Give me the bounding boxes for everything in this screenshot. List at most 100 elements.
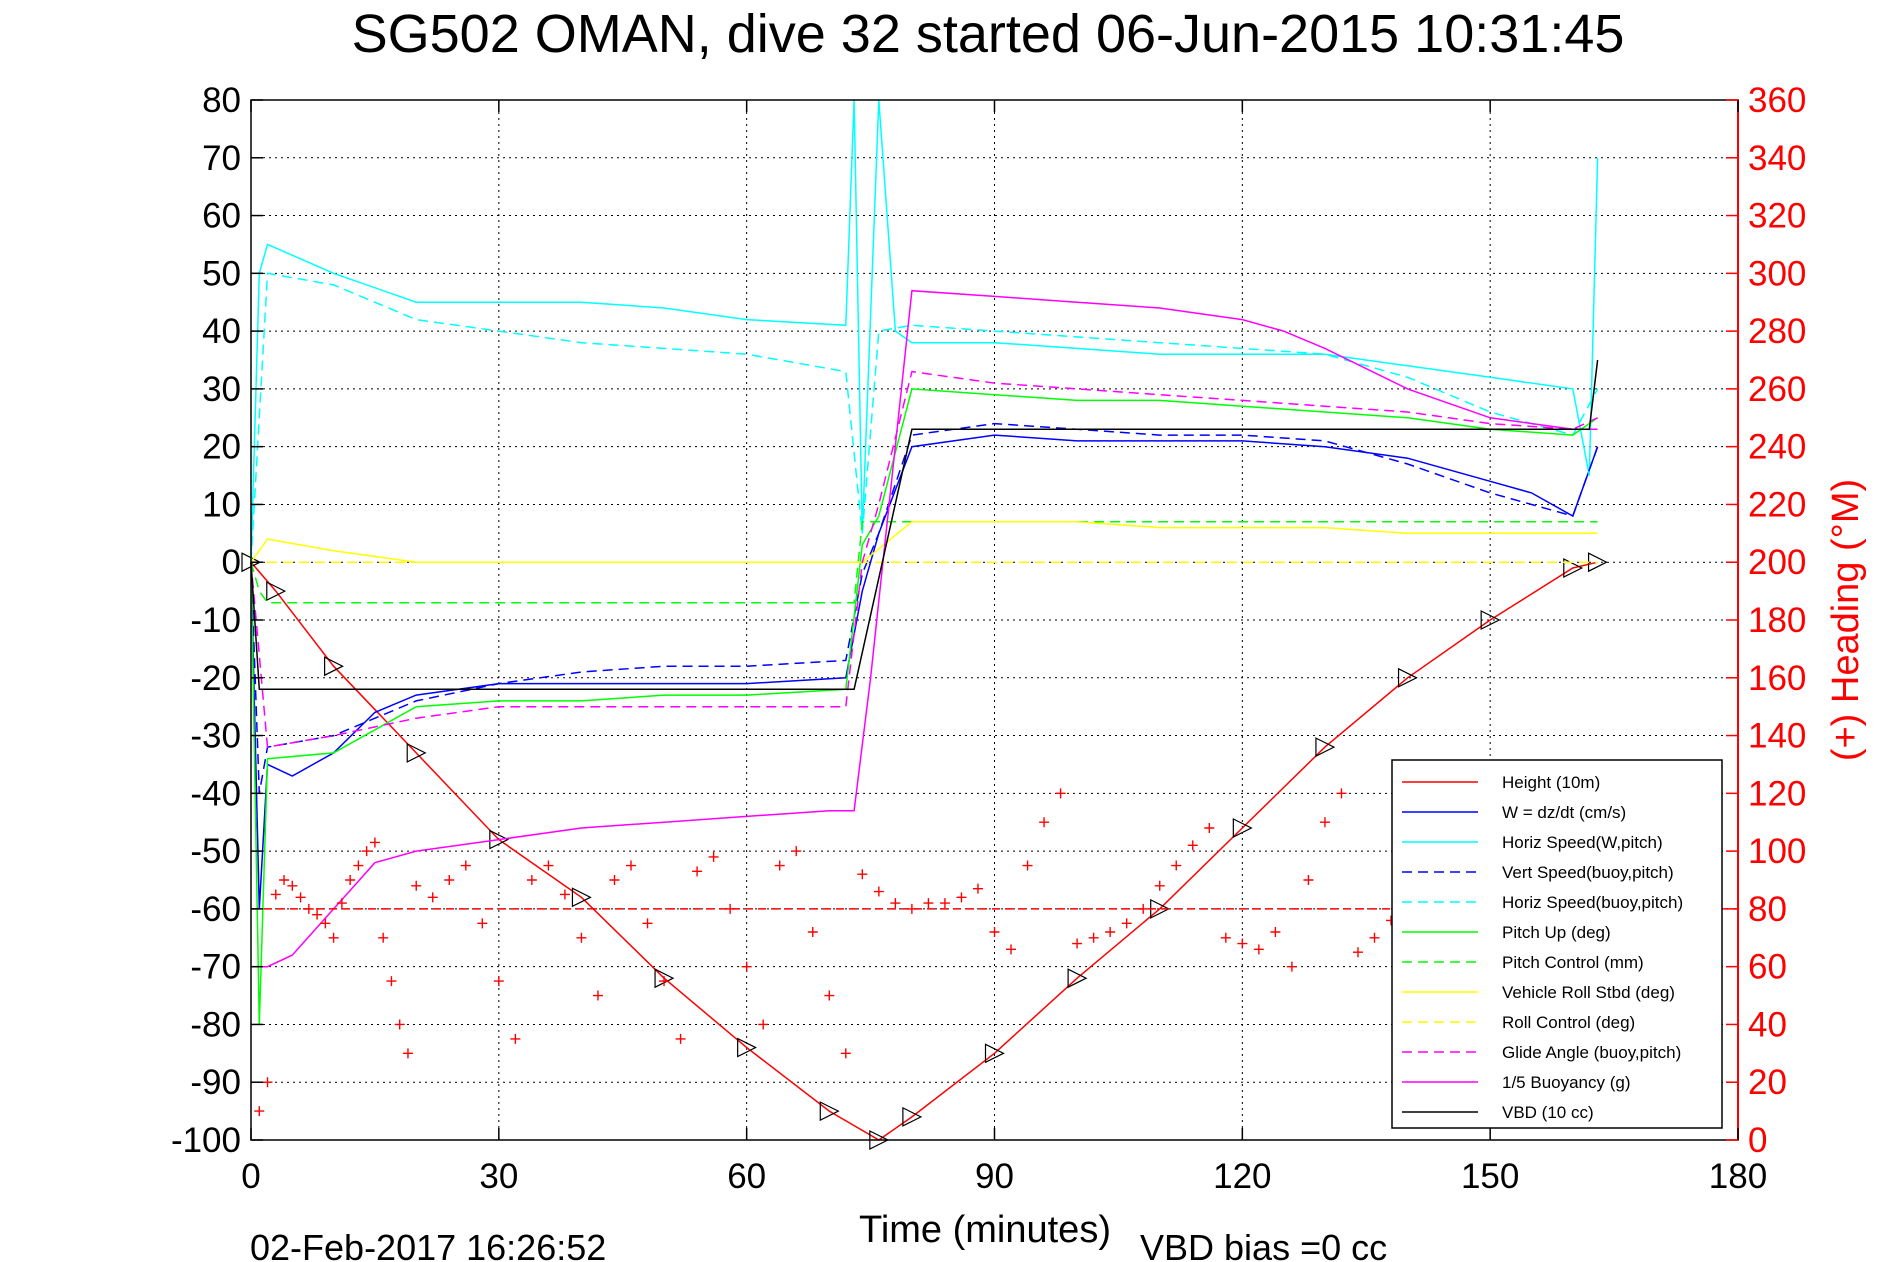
heading-point <box>592 990 603 1001</box>
y-axis-ticks: 80 70 60 50 40 30 20 10 0 -10 -20 -30 -40 -50 -60 -70 -8… <box>171 81 263 1160</box>
heading-point <box>642 918 653 929</box>
height-marker <box>1397 667 1418 688</box>
heading-point <box>254 1106 265 1117</box>
y-tick-label: -80 <box>190 1005 241 1044</box>
heading-point <box>906 903 917 914</box>
heading-point <box>626 860 637 871</box>
heading-point <box>857 869 868 880</box>
y-tick-label: -30 <box>190 717 241 756</box>
heading-point <box>262 1077 273 1088</box>
heading-point <box>1055 788 1066 799</box>
y-tick-label: 20 <box>202 428 241 467</box>
heading-point <box>460 860 471 871</box>
heading-point <box>1154 880 1165 891</box>
y-tick-label: -60 <box>190 890 241 929</box>
heading-point <box>1336 788 1347 799</box>
series-line-7 <box>250 521 1598 563</box>
y-tick-label: 10 <box>202 485 241 524</box>
x-tick-label: 120 <box>1213 1157 1271 1196</box>
heading-point <box>369 837 380 848</box>
series-line-4 <box>250 272 1599 563</box>
heading-point <box>320 918 331 929</box>
right-tick-label: 140 <box>1748 717 1806 756</box>
height-marker <box>1480 610 1501 630</box>
height-marker <box>819 1101 840 1122</box>
heading-point <box>353 860 364 871</box>
x-tick-label: 150 <box>1461 1157 1519 1196</box>
legend-box <box>1391 759 1723 1129</box>
heading-point <box>1171 860 1182 871</box>
heading-point <box>279 875 290 885</box>
y-tick-label: 80 <box>202 81 241 120</box>
heading-point <box>1022 860 1033 871</box>
heading-point <box>1253 944 1264 955</box>
right-tick-label: 180 <box>1748 601 1806 640</box>
heading-point <box>526 875 537 885</box>
right-tick-label: 80 <box>1748 890 1787 929</box>
right-tick-label: 320 <box>1748 197 1806 236</box>
heading-point <box>493 976 504 987</box>
heading-point <box>791 846 802 857</box>
heading-point <box>386 976 397 987</box>
y-tick-label: 50 <box>202 254 241 293</box>
heading-point <box>890 898 901 909</box>
y-tick-label: 70 <box>202 139 241 178</box>
heading-point <box>1352 947 1363 958</box>
right-tick-label: 120 <box>1748 774 1806 813</box>
right-tick-label: 360 <box>1748 81 1806 120</box>
series-line-5 <box>250 388 1599 1025</box>
heading-point <box>725 903 736 914</box>
y-tick-label: 60 <box>202 197 241 236</box>
x-tick-label: 30 <box>479 1157 518 1196</box>
right-tick-label: 260 <box>1748 370 1806 409</box>
y-tick-label: -10 <box>190 601 241 640</box>
legend: Height (10m) W = dz/dt (cm/s) Horiz Speed(… <box>1391 759 1723 1129</box>
heading-point <box>692 866 703 877</box>
heading-point <box>675 1033 686 1044</box>
height-marker <box>324 656 344 677</box>
height-marker <box>902 1106 923 1127</box>
heading-point <box>427 892 438 903</box>
heading-point <box>807 927 818 937</box>
legend-label: Horiz Speed(buoy,pitch) <box>1502 893 1683 912</box>
right-tick-label: 200 <box>1748 543 1806 582</box>
right-tick-label: 20 <box>1748 1063 1787 1102</box>
legend-label: Vert Speed(buoy,pitch) <box>1502 863 1674 882</box>
height-marker <box>406 742 427 763</box>
heading-point <box>1187 840 1198 851</box>
right-tick-label: 40 <box>1748 1005 1787 1044</box>
legend-label: Roll Control (deg) <box>1502 1013 1635 1032</box>
heading-point <box>576 932 587 943</box>
heading-point <box>1237 938 1248 949</box>
series-line-11 <box>250 359 1599 691</box>
legend-label: Horiz Speed(W,pitch) <box>1502 833 1663 852</box>
heading-point <box>1270 927 1281 937</box>
heading-point <box>287 880 298 891</box>
y-tick-label: -90 <box>190 1063 241 1102</box>
legend-label: Pitch Up (deg) <box>1502 923 1611 942</box>
x-axis-ticks: 0 30 60 90 120 150 180 <box>241 100 1767 1196</box>
right-tick-label: 340 <box>1748 139 1806 178</box>
x-tick-label: 180 <box>1709 1157 1767 1196</box>
right-tick-label: 300 <box>1748 254 1806 293</box>
legend-label: W = dz/dt (cm/s) <box>1502 803 1626 822</box>
series-layer <box>241 99 1608 1150</box>
heading-point <box>411 880 422 891</box>
chart-title: SG502 OMAN, dive 32 started 06-Jun-2015 … <box>352 4 1625 64</box>
right-tick-label: 240 <box>1748 428 1806 467</box>
legend-label: Height (10m) <box>1502 773 1600 792</box>
x-tick-label: 0 <box>241 1157 260 1196</box>
heading-point <box>758 1019 769 1030</box>
heading-point <box>956 892 967 903</box>
right-tick-label: 0 <box>1748 1121 1767 1160</box>
heading-point <box>1121 918 1132 929</box>
y-tick-label: -20 <box>190 659 241 698</box>
heading-point <box>402 1048 413 1059</box>
heading-point <box>345 875 356 885</box>
height-marker <box>1563 558 1584 578</box>
heading-point <box>1138 903 1149 914</box>
heading-point <box>1286 961 1297 972</box>
x-tick-label: 90 <box>975 1157 1014 1196</box>
heading-point <box>939 898 950 909</box>
heading-point <box>1006 944 1017 955</box>
